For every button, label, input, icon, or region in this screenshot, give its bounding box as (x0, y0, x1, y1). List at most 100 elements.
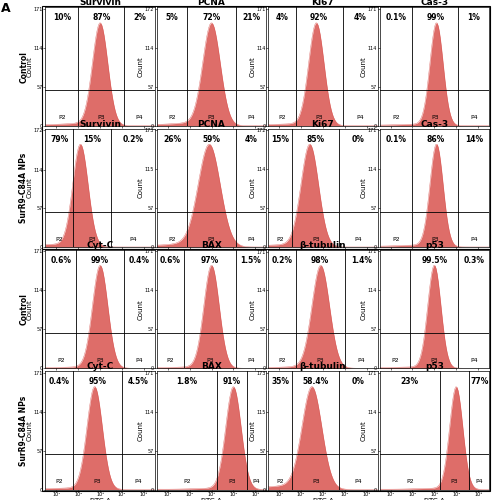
Text: 95%: 95% (88, 377, 106, 386)
Text: P4: P4 (470, 358, 478, 363)
Text: P2: P2 (406, 479, 413, 484)
Title: Cas-3: Cas-3 (420, 0, 449, 8)
Text: 4%: 4% (354, 14, 367, 22)
Text: 0.2%: 0.2% (271, 256, 292, 265)
Text: 35%: 35% (271, 377, 289, 386)
Text: 77%: 77% (470, 377, 489, 386)
Title: PCNA: PCNA (198, 120, 225, 128)
Text: 86%: 86% (426, 134, 445, 143)
Text: P4: P4 (136, 358, 143, 363)
X-axis label: FITC-A: FITC-A (423, 376, 445, 382)
Text: 97%: 97% (201, 256, 219, 265)
Text: 58.4%: 58.4% (303, 377, 329, 386)
Text: 4%: 4% (245, 134, 257, 143)
X-axis label: FITC-A: FITC-A (89, 256, 111, 262)
Text: 99%: 99% (426, 14, 445, 22)
Text: 15%: 15% (83, 134, 101, 143)
Text: P2: P2 (168, 236, 176, 242)
Text: SurR9-C84A NPs: SurR9-C84A NPs (19, 153, 28, 223)
Title: PCNA: PCNA (198, 0, 225, 8)
Y-axis label: Count: Count (361, 299, 367, 320)
Text: P4: P4 (356, 116, 364, 120)
Y-axis label: Count: Count (249, 420, 255, 441)
X-axis label: FITC-A: FITC-A (201, 256, 222, 262)
Text: 0.2%: 0.2% (123, 134, 143, 143)
X-axis label: FITC-A: FITC-A (312, 498, 334, 500)
X-axis label: FITC-A: FITC-A (201, 376, 222, 382)
Text: 5%: 5% (166, 14, 178, 22)
Text: 14%: 14% (465, 134, 483, 143)
Title: BAX: BAX (201, 362, 222, 371)
Text: P3: P3 (432, 116, 439, 120)
Text: P3: P3 (431, 358, 438, 363)
Text: P2: P2 (277, 479, 284, 484)
Text: P4: P4 (470, 116, 478, 120)
Text: 99%: 99% (91, 256, 109, 265)
Y-axis label: Count: Count (361, 178, 367, 198)
Text: 0.6%: 0.6% (160, 256, 181, 265)
Y-axis label: Count: Count (249, 178, 255, 198)
Y-axis label: Count: Count (138, 420, 144, 441)
Y-axis label: Count: Count (138, 178, 144, 198)
Text: P3: P3 (312, 479, 320, 484)
Text: 26%: 26% (163, 134, 181, 143)
Title: BAX: BAX (201, 241, 222, 250)
Title: Survivin: Survivin (79, 0, 121, 8)
X-axis label: FITC-A: FITC-A (423, 498, 445, 500)
Text: SurR9-C84A NPs: SurR9-C84A NPs (19, 395, 28, 466)
Text: P3: P3 (451, 479, 458, 484)
Text: 4%: 4% (276, 14, 288, 22)
Text: P4: P4 (470, 236, 478, 242)
Text: P4: P4 (247, 116, 255, 120)
X-axis label: FITC-A: FITC-A (423, 256, 445, 262)
Text: P4: P4 (355, 479, 362, 484)
Text: P4: P4 (358, 358, 365, 363)
Text: 98%: 98% (311, 256, 329, 265)
Text: 99.5%: 99.5% (421, 256, 448, 265)
Text: 21%: 21% (242, 14, 260, 22)
Text: P3: P3 (97, 116, 105, 120)
Text: A: A (1, 2, 10, 15)
Y-axis label: Count: Count (27, 178, 33, 198)
Text: P2: P2 (166, 358, 174, 363)
Title: Ki67: Ki67 (312, 120, 334, 128)
Title: Cyt-C: Cyt-C (86, 241, 114, 250)
Text: P4: P4 (136, 116, 143, 120)
Text: 59%: 59% (203, 134, 220, 143)
X-axis label: FITC-A: FITC-A (312, 134, 334, 140)
Text: 79%: 79% (50, 134, 68, 143)
X-axis label: FITC-A: FITC-A (312, 256, 334, 262)
X-axis label: FITC-A: FITC-A (201, 498, 222, 500)
Text: P3: P3 (312, 236, 320, 242)
Text: P3: P3 (228, 479, 236, 484)
Text: 0%: 0% (352, 134, 365, 143)
Text: P2: P2 (278, 358, 286, 363)
X-axis label: FITC-A: FITC-A (89, 376, 111, 382)
Text: 85%: 85% (307, 134, 325, 143)
Text: P3: P3 (96, 358, 104, 363)
Text: 0.6%: 0.6% (50, 256, 71, 265)
Text: 92%: 92% (310, 14, 328, 22)
Y-axis label: Count: Count (27, 420, 33, 441)
Title: β-tubulin: β-tubulin (300, 241, 346, 250)
Text: 4.5%: 4.5% (128, 377, 149, 386)
Title: p53: p53 (425, 241, 444, 250)
Text: 1%: 1% (467, 14, 480, 22)
Text: P3: P3 (432, 236, 439, 242)
Title: Cas-3: Cas-3 (420, 120, 449, 128)
Text: 1.4%: 1.4% (351, 256, 372, 265)
X-axis label: FITC-A: FITC-A (312, 376, 334, 382)
Text: P2: P2 (278, 116, 286, 120)
Y-axis label: Count: Count (249, 299, 255, 320)
Text: P2: P2 (55, 236, 63, 242)
Text: 0.1%: 0.1% (385, 134, 407, 143)
Text: P2: P2 (391, 358, 399, 363)
Y-axis label: Count: Count (361, 420, 367, 441)
Text: P3: P3 (208, 116, 215, 120)
X-axis label: FITC-A: FITC-A (201, 134, 222, 140)
Text: P4: P4 (247, 358, 255, 363)
Text: P4: P4 (355, 236, 362, 242)
Text: 91%: 91% (223, 377, 241, 386)
Text: P2: P2 (183, 479, 191, 484)
Text: P3: P3 (315, 116, 323, 120)
